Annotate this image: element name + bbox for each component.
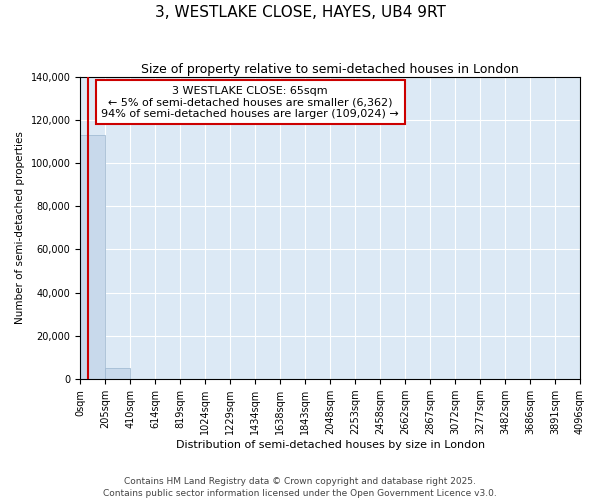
Bar: [80, 135, 105, 379]
X-axis label: Distribution of semi-detached houses by size in London: Distribution of semi-detached houses by …: [176, 440, 485, 450]
Y-axis label: Number of semi-detached properties: Number of semi-detached properties: [15, 132, 25, 324]
Text: 3, WESTLAKE CLOSE, HAYES, UB4 9RT: 3, WESTLAKE CLOSE, HAYES, UB4 9RT: [155, 5, 445, 20]
Bar: [105, 368, 130, 379]
Text: Contains HM Land Registry data © Crown copyright and database right 2025.
Contai: Contains HM Land Registry data © Crown c…: [103, 476, 497, 498]
Text: 3 WESTLAKE CLOSE: 65sqm
← 5% of semi-detached houses are smaller (6,362)
94% of : 3 WESTLAKE CLOSE: 65sqm ← 5% of semi-det…: [101, 86, 399, 119]
Title: Size of property relative to semi-detached houses in London: Size of property relative to semi-detach…: [141, 62, 519, 76]
